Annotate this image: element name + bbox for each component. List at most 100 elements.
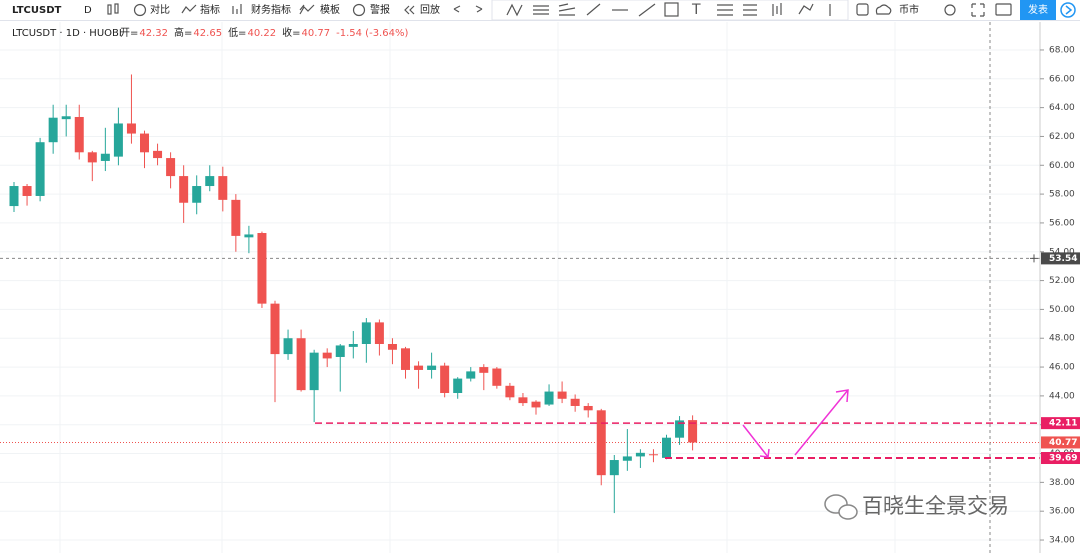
draw-tool-icons [506,2,831,17]
toolbar-item[interactable]: 指标 [200,3,220,16]
y-tick-label: 36.00 [1049,507,1075,517]
fin-icon[interactable] [232,4,242,14]
text-tool[interactable]: T [691,2,701,18]
candle-body [609,460,619,476]
candle-body [440,365,450,394]
tool[interactable] [717,4,733,16]
settings[interactable] [944,4,956,16]
candle-body [322,352,332,359]
candle-body [361,322,371,345]
toolbar-item[interactable]: 财务指标 [251,3,291,16]
candle-body [635,452,645,457]
toolbar-item[interactable]: 回放 [420,3,440,16]
legend-label: 开= [120,28,138,39]
candle-body [296,338,306,391]
undo[interactable] [453,5,461,13]
candle-icon[interactable] [107,3,119,15]
legend: LTCUSDT · 1D · HUOBI 开= 42.32 高= 42.65 低= 40.… [12,26,408,39]
crosshair-tag-label: 53.54 [1049,254,1077,264]
candle-body [74,116,84,153]
currency[interactable]: 币市 [899,3,919,16]
tool[interactable] [743,4,757,16]
candle-body [505,385,515,398]
candle-body [257,233,267,304]
legend-value: 42.65 [193,28,222,39]
candle-body [153,150,163,159]
icon [107,4,112,15]
symbol[interactable]: LTCUSDT [12,5,62,16]
toolbar-item[interactable]: 警报 [370,3,390,16]
toolbar-item[interactable]: 对比 [150,3,170,16]
candle-body [583,405,593,411]
y-tick-label: 66.00 [1049,74,1075,84]
candle-body [48,117,58,143]
wechat-icon [838,504,858,520]
y-tick-label: 38.00 [1049,478,1075,488]
legend-label: 高= [174,26,192,39]
candle-body [205,176,215,187]
candle-body [348,344,358,347]
tool[interactable] [558,3,576,16]
candle-body [387,344,397,350]
tool[interactable] [586,3,601,16]
legend-change: -1.54 (-3.64%) [336,28,408,39]
candle-body [688,420,698,443]
redo[interactable] [475,5,483,13]
watermark: 百晓生全景交易 [824,494,1009,520]
tool[interactable] [638,3,656,17]
last-price-tag-label: 40.77 [1049,438,1077,448]
tool[interactable] [772,3,782,16]
compare-icon[interactable] [133,3,147,17]
y-tick-label: 64.00 [1049,103,1075,113]
camera[interactable] [995,3,1012,16]
candle-body [531,401,541,408]
arrow-head [759,448,770,458]
candle-body [218,176,228,200]
candle-body [35,142,45,196]
cloud-icon[interactable] [875,4,892,15]
square-icon[interactable] [856,3,869,16]
level-tag-label: 42.11 [1049,419,1077,429]
candle-body [662,437,671,458]
candle-body [309,352,319,391]
grid [59,22,896,553]
candle-body [648,454,658,456]
interval[interactable]: D [84,5,92,16]
publish-button[interactable] [1020,0,1056,20]
template-icon[interactable] [299,4,315,15]
toolbar: LTCUSDT D T 币市 [0,0,1080,21]
y-tick-label: 56.00 [1049,218,1075,228]
crosshair-plus [1030,254,1038,263]
candle-body [179,176,189,203]
tool[interactable] [506,3,523,17]
level-tag-label: 39.69 [1049,454,1077,464]
play-button[interactable] [1060,2,1076,18]
y-tick-label: 60.00 [1049,161,1075,171]
tool[interactable] [798,3,814,15]
replay-icon[interactable] [404,5,415,15]
candle-body [466,371,476,379]
toolbar-items: 对比 指标 财务指标 模板 警报 回放 [150,3,440,16]
indicator-icon[interactable] [181,4,197,14]
y-tick-label: 34.00 [1049,536,1075,546]
y-tick-label: 44.00 [1049,391,1075,401]
arrow-up [794,389,849,456]
toolbar-item[interactable]: 模板 [320,3,340,16]
fullscreen[interactable] [971,3,985,17]
watermark-text: 百晓生全景交易 [862,494,1009,518]
plot [0,49,1040,541]
candle-body [492,368,502,386]
legend-label: 低= [228,26,246,39]
candle-body [100,153,110,161]
alert-icon[interactable] [352,3,366,17]
candle-body [622,456,632,461]
candle-body [596,410,606,476]
candle-body [166,158,176,177]
icon [114,3,119,14]
tool[interactable] [533,5,549,15]
y-tick-label: 48.00 [1049,334,1075,344]
candle-body [427,365,437,370]
tool[interactable] [664,2,679,17]
candle-body [283,338,293,355]
